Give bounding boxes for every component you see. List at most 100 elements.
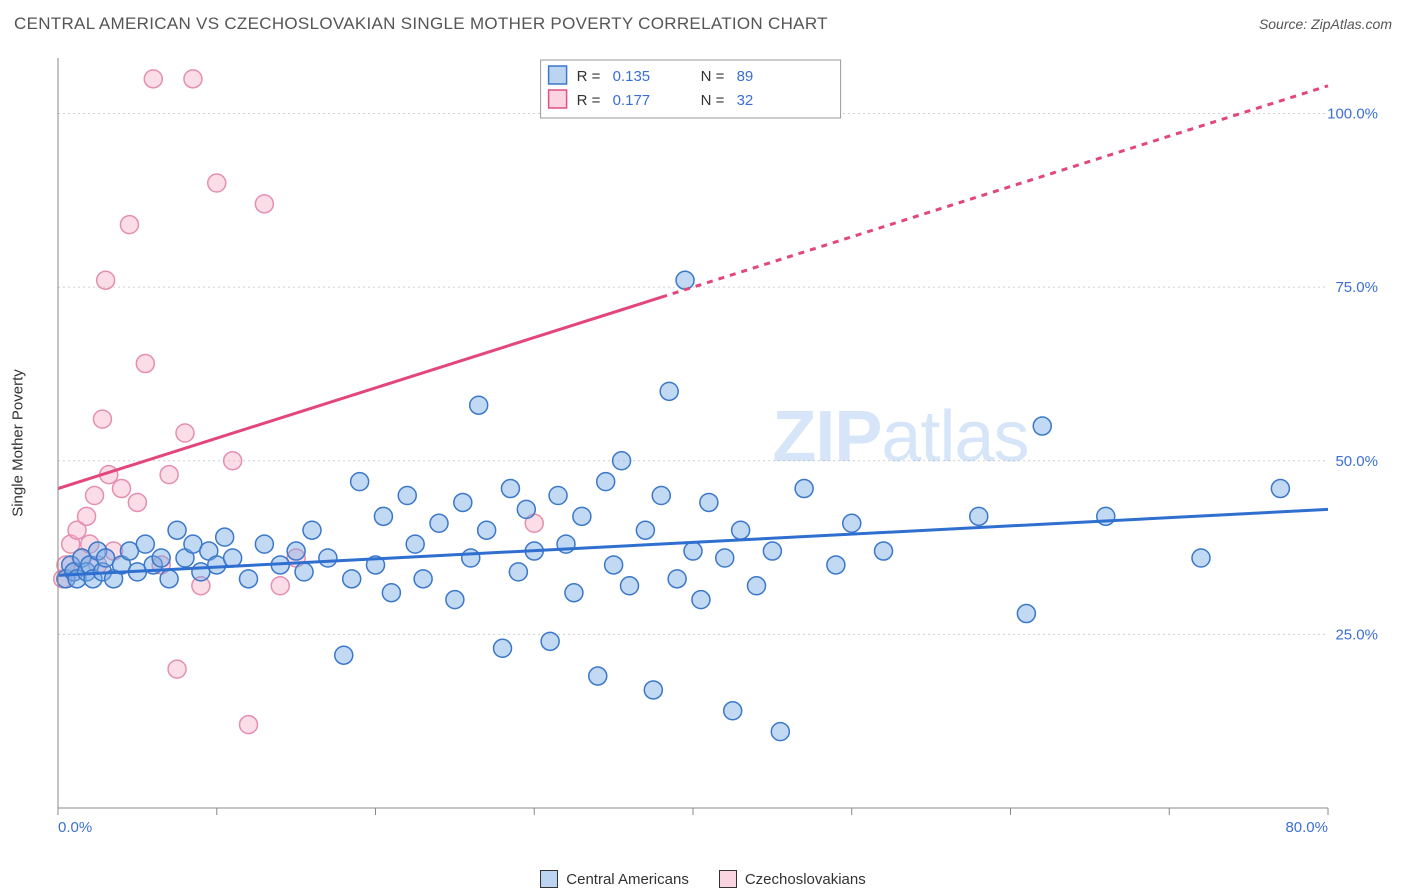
scatter-point-blue [573, 507, 591, 525]
scatter-point-blue [136, 535, 154, 553]
legend-item-pink: Czechoslovakians [719, 870, 866, 888]
stats-swatch-blue [549, 66, 567, 84]
svg-text:25.0%: 25.0% [1335, 626, 1378, 643]
scatter-point-blue [700, 493, 718, 511]
legend-label-pink: Czechoslovakians [745, 871, 866, 888]
scatter-point-blue [875, 542, 893, 560]
scatter-point-pink [240, 716, 258, 734]
scatter-point-blue [597, 473, 615, 491]
svg-text:75.0%: 75.0% [1335, 279, 1378, 296]
scatter-point-blue [351, 473, 369, 491]
svg-text:32: 32 [737, 92, 754, 109]
scatter-point-blue [1271, 480, 1289, 498]
legend-item-blue: Central Americans [540, 870, 689, 888]
trend-line-blue [58, 509, 1328, 575]
chart-title: CENTRAL AMERICAN VS CZECHOSLOVAKIAN SING… [14, 14, 828, 34]
scatter-point-blue [343, 570, 361, 588]
scatter-point-blue [152, 549, 170, 567]
scatter-point-blue [541, 632, 559, 650]
source-name: ZipAtlas.com [1311, 16, 1392, 32]
scatter-point-pink [255, 195, 273, 213]
scatter-point-blue [748, 577, 766, 595]
scatter-point-pink [97, 271, 115, 289]
scatter-point-blue [517, 500, 535, 518]
scatter-point-blue [374, 507, 392, 525]
scatter-point-pink [208, 174, 226, 192]
scatter-point-pink [271, 577, 289, 595]
scatter-point-blue [382, 584, 400, 602]
scatter-point-blue [287, 542, 305, 560]
scatter-point-blue [732, 521, 750, 539]
scatter-point-blue [430, 514, 448, 532]
scatter-point-blue [692, 591, 710, 609]
stats-swatch-pink [549, 90, 567, 108]
scatter-point-blue [605, 556, 623, 574]
scatter-point-blue [660, 382, 678, 400]
scatter-point-blue [240, 570, 258, 588]
trend-line-pink-solid [58, 297, 661, 488]
scatter-point-blue [589, 667, 607, 685]
scatter-point-blue [319, 549, 337, 567]
legend-swatch-blue [540, 870, 558, 888]
legend-label-blue: Central Americans [566, 871, 689, 888]
scatter-point-blue [216, 528, 234, 546]
scatter-point-pink [78, 507, 96, 525]
legend-swatch-pink [719, 870, 737, 888]
scatter-point-blue [795, 480, 813, 498]
scatter-point-pink [93, 410, 111, 428]
scatter-point-blue [763, 542, 781, 560]
source-prefix: Source: [1259, 16, 1311, 32]
scatter-point-blue [303, 521, 321, 539]
scatter-point-blue [652, 487, 670, 505]
source-attribution: Source: ZipAtlas.com [1259, 16, 1392, 32]
scatter-point-blue [335, 646, 353, 664]
scatter-point-pink [86, 487, 104, 505]
svg-text:R =: R = [577, 68, 601, 85]
svg-text:R =: R = [577, 92, 601, 109]
scatter-point-blue [494, 639, 512, 657]
svg-text:50.0%: 50.0% [1335, 453, 1378, 470]
scatter-point-blue [470, 396, 488, 414]
scatter-point-pink [160, 466, 178, 484]
svg-text:0.0%: 0.0% [58, 819, 92, 836]
svg-text:N =: N = [701, 92, 725, 109]
scatter-point-blue [406, 535, 424, 553]
scatter-point-pink [144, 70, 162, 88]
scatter-point-blue [716, 549, 734, 567]
scatter-point-blue [462, 549, 480, 567]
scatter-point-pink [176, 424, 194, 442]
series-legend: Central Americans Czechoslovakians [0, 870, 1406, 888]
scatter-point-blue [621, 577, 639, 595]
scatter-point-blue [549, 487, 567, 505]
scatter-point-blue [565, 584, 583, 602]
scatter-point-blue [478, 521, 496, 539]
scatter-point-blue [509, 563, 527, 581]
scatter-point-blue [1017, 605, 1035, 623]
scatter-point-blue [668, 570, 686, 588]
scatter-point-blue [636, 521, 654, 539]
scatter-point-pink [120, 216, 138, 234]
svg-text:N =: N = [701, 68, 725, 85]
scatter-point-blue [224, 549, 242, 567]
chart-container: Single Mother Poverty 25.0%50.0%75.0%100… [48, 48, 1388, 838]
scatter-point-blue [970, 507, 988, 525]
scatter-point-blue [644, 681, 662, 699]
scatter-point-blue [255, 535, 273, 553]
scatter-point-blue [613, 452, 631, 470]
scatter-point-blue [168, 521, 186, 539]
scatter-point-blue [676, 271, 694, 289]
scatter-point-blue [771, 723, 789, 741]
scatter-point-blue [501, 480, 519, 498]
scatter-point-pink [113, 480, 131, 498]
scatter-point-blue [398, 487, 416, 505]
svg-text:0.177: 0.177 [613, 92, 651, 109]
svg-text:80.0%: 80.0% [1285, 819, 1328, 836]
scatter-point-blue [1033, 417, 1051, 435]
y-axis-label: Single Mother Poverty [10, 369, 27, 517]
scatter-point-pink [224, 452, 242, 470]
scatter-point-blue [684, 542, 702, 560]
scatter-point-blue [1192, 549, 1210, 567]
scatter-point-blue [454, 493, 472, 511]
svg-text:0.135: 0.135 [613, 68, 651, 85]
scatter-point-blue [724, 702, 742, 720]
